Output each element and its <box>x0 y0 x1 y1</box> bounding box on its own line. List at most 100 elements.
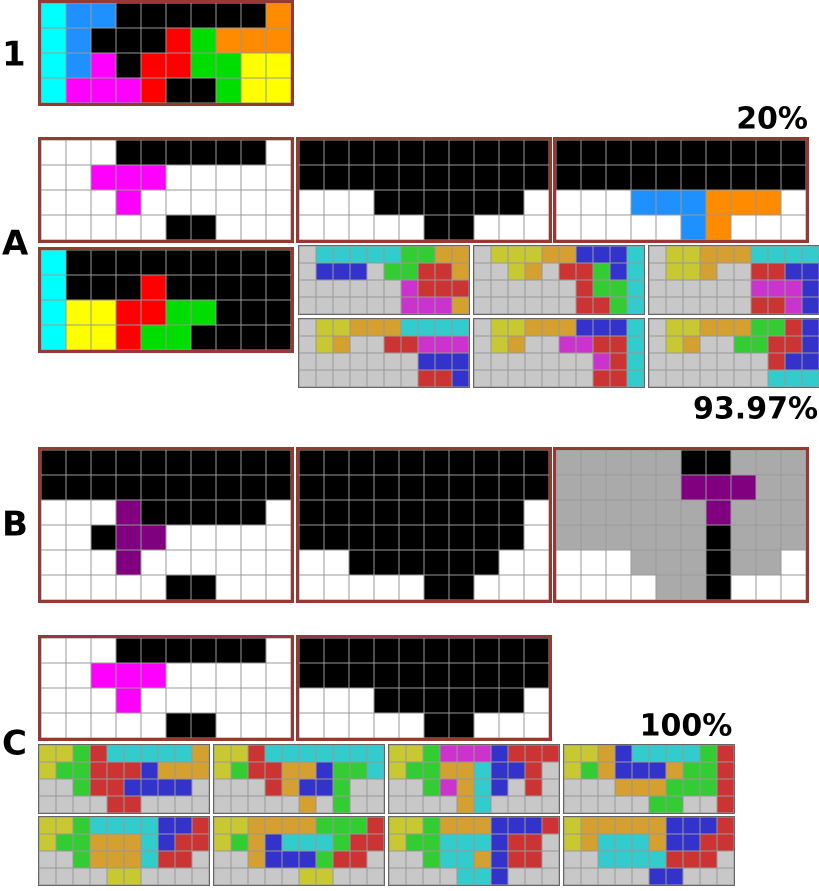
cell <box>556 165 581 190</box>
cell <box>350 353 367 370</box>
cell <box>216 575 241 600</box>
cell <box>717 353 734 370</box>
cell <box>681 500 706 525</box>
cell <box>598 745 615 762</box>
cell <box>610 370 627 387</box>
cell <box>116 53 141 78</box>
cell <box>116 525 141 550</box>
cell <box>615 779 632 796</box>
grids <box>39 2 819 886</box>
cell <box>576 370 593 387</box>
cell <box>299 450 324 475</box>
cell <box>525 762 542 779</box>
cell <box>333 263 350 280</box>
cell <box>316 297 333 314</box>
cell <box>158 779 175 796</box>
cell <box>627 297 644 314</box>
cell <box>606 450 631 475</box>
cell <box>581 215 606 240</box>
cell <box>192 868 209 885</box>
cell <box>91 190 116 215</box>
cell <box>606 140 631 165</box>
cell <box>299 762 316 779</box>
cell <box>435 297 452 314</box>
cell <box>299 165 324 190</box>
cell <box>615 817 632 834</box>
cell <box>141 215 166 240</box>
cell <box>192 817 209 834</box>
cell <box>649 336 666 353</box>
cell <box>700 263 717 280</box>
cell <box>542 297 559 314</box>
cell <box>141 165 166 190</box>
cell <box>349 638 374 663</box>
cell <box>66 575 91 600</box>
cell <box>756 550 781 575</box>
cell <box>367 868 384 885</box>
cell <box>116 250 141 275</box>
cell <box>41 53 66 78</box>
cell <box>700 834 717 851</box>
cell <box>734 336 751 353</box>
cell <box>216 663 241 688</box>
cell <box>175 796 192 813</box>
cell <box>39 796 56 813</box>
cell <box>166 300 191 325</box>
cell <box>751 263 768 280</box>
cell <box>717 796 734 813</box>
cell <box>474 475 499 500</box>
cell <box>435 280 452 297</box>
cell <box>524 165 549 190</box>
cell <box>367 851 384 868</box>
cell <box>564 745 581 762</box>
cell <box>424 165 449 190</box>
cell <box>41 78 66 103</box>
cell <box>631 500 656 525</box>
cell <box>141 779 158 796</box>
cell <box>299 575 324 600</box>
cell <box>656 215 681 240</box>
cell <box>241 575 266 600</box>
cell <box>299 638 324 663</box>
cell <box>781 165 806 190</box>
cell <box>191 575 216 600</box>
cell <box>734 246 751 263</box>
cell <box>91 475 116 500</box>
cell <box>474 817 491 834</box>
cell <box>192 851 209 868</box>
cell <box>214 762 231 779</box>
cell <box>216 300 241 325</box>
cell <box>66 28 91 53</box>
cell <box>649 868 666 885</box>
cell <box>449 190 474 215</box>
cell <box>666 370 683 387</box>
cell <box>316 834 333 851</box>
cell <box>41 3 66 28</box>
cell <box>214 834 231 851</box>
cell <box>598 834 615 851</box>
cell <box>90 851 107 868</box>
cell <box>627 263 644 280</box>
cell <box>91 550 116 575</box>
cell <box>401 319 418 336</box>
cell <box>683 353 700 370</box>
cell <box>191 3 216 28</box>
cell <box>374 550 399 575</box>
cell <box>324 575 349 600</box>
cell <box>191 53 216 78</box>
cell <box>56 762 73 779</box>
cell <box>474 297 491 314</box>
cell <box>349 165 374 190</box>
cell <box>525 353 542 370</box>
cell <box>593 297 610 314</box>
cell <box>631 190 656 215</box>
cell <box>265 834 282 851</box>
cell <box>666 745 683 762</box>
cell <box>41 165 66 190</box>
cell <box>216 165 241 190</box>
cell <box>593 263 610 280</box>
cell <box>424 688 449 713</box>
cell <box>333 280 350 297</box>
cell <box>683 834 700 851</box>
cell <box>424 713 449 738</box>
